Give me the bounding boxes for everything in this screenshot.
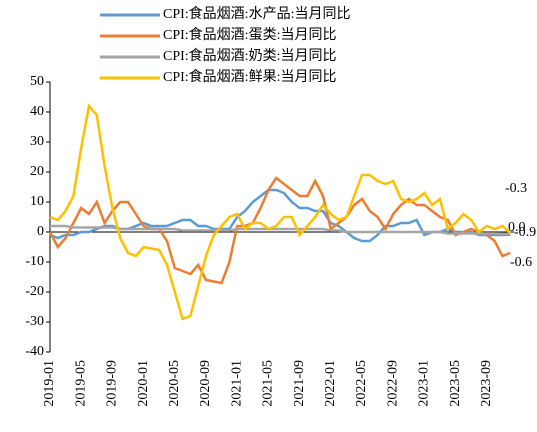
y-tick-label: -30	[25, 314, 44, 329]
y-tick-label: -20	[25, 284, 44, 299]
y-tick-label: 30	[30, 134, 44, 149]
x-tick-label: 2021-05	[261, 360, 276, 407]
y-tick-label: 50	[30, 74, 44, 89]
x-tick-label: 2021-09	[292, 360, 307, 407]
series-line	[50, 224, 511, 236]
y-tick-label: -40	[25, 344, 44, 359]
y-tick-label: 0	[37, 224, 44, 239]
x-tick-label: 2023-05	[448, 360, 463, 407]
end-label: -0.3	[505, 181, 527, 196]
y-tick-label: -10	[25, 254, 44, 269]
x-tick-label: 2022-01	[323, 360, 338, 407]
end-label: -0.6	[510, 255, 532, 270]
x-tick-label: 2023-09	[479, 360, 494, 407]
x-tick-label: 2019-09	[105, 360, 120, 407]
end-label: -0.9	[514, 225, 536, 240]
y-tick-label: 40	[30, 104, 44, 119]
x-tick-label: 2020-01	[136, 360, 151, 407]
legend-label: CPI:食品烟酒:水产品:当月同比	[163, 5, 350, 22]
x-tick-label: 2023-01	[417, 360, 432, 407]
legend-label: CPI:食品烟酒:蛋类:当月同比	[163, 26, 336, 43]
series-line	[48, 176, 511, 285]
x-tick-label: 2021-01	[229, 360, 244, 407]
end-label: 0.0	[508, 220, 526, 235]
series-line	[49, 103, 512, 321]
x-tick-label: 2020-09	[198, 360, 213, 407]
x-tick-label: 2022-09	[385, 360, 400, 407]
legend-label: CPI:食品烟酒:奶类:当月同比	[163, 47, 336, 64]
y-tick-label: 20	[30, 164, 44, 179]
x-tick-label: 2020-05	[167, 360, 182, 407]
x-tick-label: 2022-05	[354, 360, 369, 407]
y-tick-label: 10	[30, 194, 44, 209]
x-tick-label: 2019-01	[42, 360, 57, 407]
x-tick-label: 2019-05	[73, 360, 88, 407]
legend-label: CPI:食品烟酒:鲜果:当月同比	[163, 68, 336, 85]
